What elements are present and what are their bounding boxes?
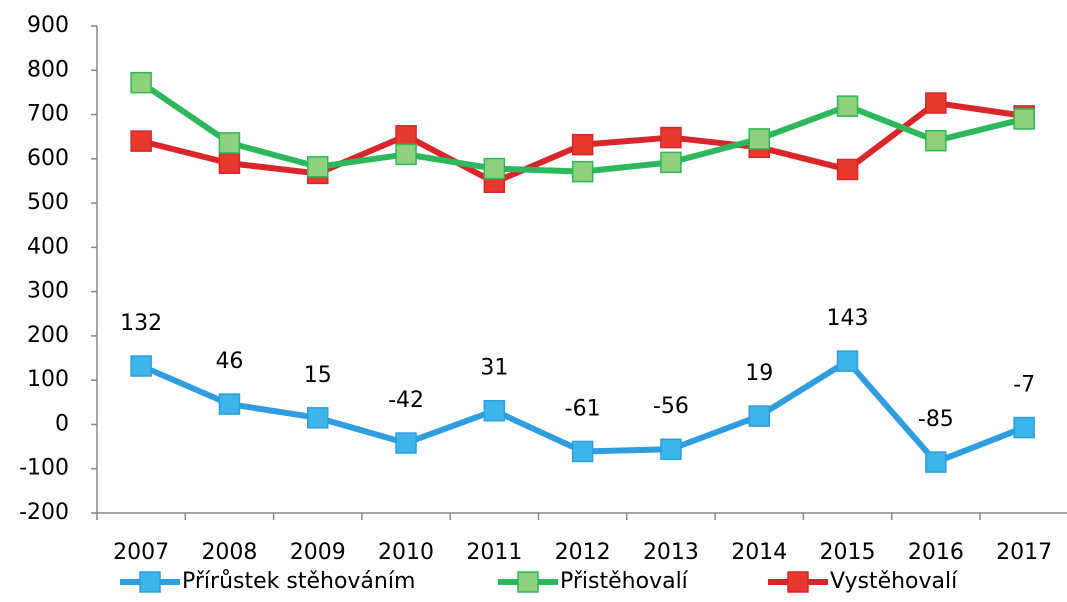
y-tick-label: 400 [27, 234, 69, 259]
data-label: 143 [827, 306, 869, 331]
legend-marker [139, 571, 161, 593]
legend-marker [787, 571, 809, 593]
data-label: -42 [388, 388, 424, 413]
y-tick-label: 600 [27, 146, 69, 171]
marker [836, 350, 859, 372]
x-tick-label: 2010 [378, 540, 434, 565]
marker [395, 432, 417, 454]
series-line [139, 80, 1025, 175]
marker [660, 151, 682, 174]
data-label: 132 [120, 311, 162, 336]
y-tick-label: 800 [27, 57, 69, 82]
y-tick-label: 700 [27, 102, 69, 127]
marker [836, 158, 859, 181]
marker [1013, 416, 1035, 439]
legend-label: Přistěhovalí [560, 569, 689, 594]
legend-label: Vystěhovalí [830, 569, 958, 594]
x-tick-label: 2007 [113, 540, 169, 565]
x-tick-label: 2012 [555, 540, 611, 565]
y-tick-label: -200 [19, 500, 69, 525]
legend-label: Přírůstek stěhováním [182, 569, 415, 594]
y-tick-label: 100 [27, 367, 69, 392]
data-label: -85 [918, 407, 954, 432]
marker [130, 355, 152, 377]
x-tick-label: 2015 [820, 540, 876, 565]
marker [748, 405, 770, 427]
marker [1013, 108, 1035, 130]
x-tick-label: 2011 [466, 540, 522, 565]
marker [571, 133, 594, 156]
x-tick-label: 2013 [643, 540, 699, 565]
legend-marker [517, 571, 539, 593]
marker [571, 160, 594, 183]
x-tick-label: 2014 [731, 540, 787, 565]
y-tick-label: 500 [27, 190, 69, 215]
marker [836, 95, 859, 117]
data-label: -61 [565, 396, 601, 421]
marker [395, 125, 417, 147]
x-tick-label: 2008 [201, 540, 257, 565]
marker [307, 407, 329, 429]
marker [130, 130, 152, 152]
x-tick-label: 2016 [908, 540, 964, 565]
marker [925, 92, 947, 114]
marker [483, 157, 506, 180]
y-tick-label: 900 [27, 13, 69, 38]
data-label: 46 [215, 349, 243, 374]
y-tick-label: -100 [19, 456, 69, 481]
marker [660, 438, 682, 460]
data-label: 15 [304, 363, 332, 388]
marker [571, 440, 594, 463]
marker [130, 71, 152, 94]
marker [660, 126, 682, 149]
marker [925, 129, 947, 152]
marker [218, 132, 241, 154]
data-label: 31 [480, 356, 508, 381]
data-label: -7 [1013, 373, 1035, 398]
marker [925, 451, 947, 473]
marker [748, 128, 770, 150]
marker [395, 143, 417, 166]
x-tick-label: 2017 [996, 540, 1052, 565]
marker [483, 399, 506, 422]
y-tick-label: 300 [27, 279, 69, 304]
marker [218, 152, 241, 174]
x-tick-label: 2009 [290, 540, 346, 565]
marker [218, 393, 241, 415]
y-tick-label: 0 [55, 411, 69, 436]
data-label: 19 [745, 361, 773, 386]
y-tick-label: 200 [27, 323, 69, 348]
data-label: -56 [653, 394, 689, 419]
marker [307, 156, 329, 178]
